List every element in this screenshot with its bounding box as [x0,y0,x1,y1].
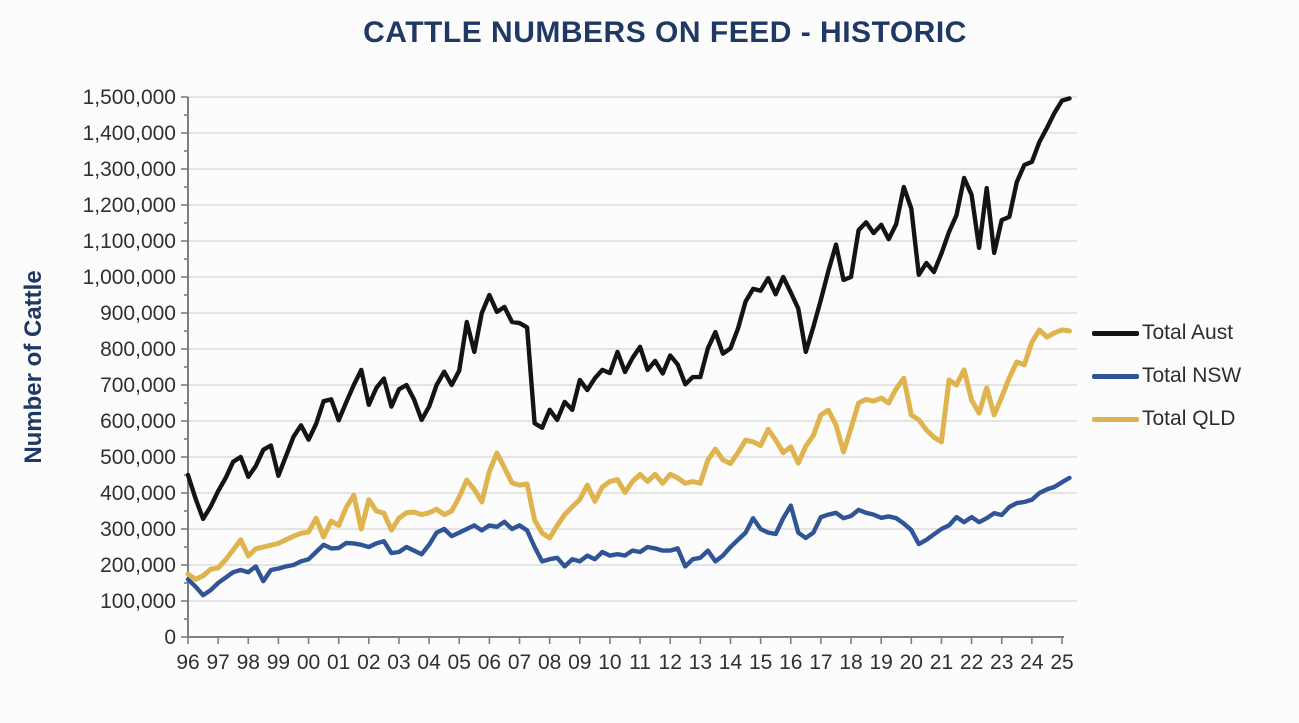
svg-text:07: 07 [508,651,531,674]
svg-text:14: 14 [719,651,743,674]
total-qld-line-swatch [1092,416,1139,422]
svg-text:19: 19 [869,651,892,674]
svg-text:700,000: 700,000 [100,374,176,397]
legend-label: Total NSW [1142,364,1242,387]
svg-text:13: 13 [689,651,712,674]
svg-text:01: 01 [327,651,350,674]
svg-text:22: 22 [960,651,983,674]
svg-text:500,000: 500,000 [100,446,176,469]
svg-text:20: 20 [900,651,923,674]
legend-label: Total QLD [1142,407,1236,430]
svg-text:99: 99 [267,651,290,674]
svg-text:10: 10 [598,651,621,674]
svg-text:97: 97 [206,651,229,674]
svg-text:17: 17 [809,651,832,674]
svg-text:600,000: 600,000 [100,410,176,433]
svg-text:96: 96 [176,651,199,674]
svg-text:05: 05 [448,651,471,674]
svg-text:800,000: 800,000 [100,338,176,361]
svg-text:100,000: 100,000 [100,590,176,613]
svg-text:16: 16 [779,651,802,674]
svg-text:00: 00 [297,651,320,674]
total-aust-line-swatch [1092,330,1139,336]
svg-text:1,100,000: 1,100,000 [83,230,176,253]
svg-text:21: 21 [930,651,953,674]
legend: Total Aust Total NSW Total QLD [1092,320,1241,449]
svg-text:04: 04 [417,651,441,674]
total-nsw-line-swatch [1092,373,1139,379]
svg-text:11: 11 [629,651,651,674]
svg-text:1,300,000: 1,300,000 [83,158,176,181]
chart-title: CATTLE NUMBERS ON FEED - HISTORIC [363,16,967,49]
svg-text:15: 15 [749,651,772,674]
svg-text:400,000: 400,000 [100,482,176,505]
legend-item-total-qld: Total QLD [1092,406,1241,432]
svg-text:300,000: 300,000 [100,518,176,541]
svg-text:08: 08 [538,651,561,674]
svg-text:18: 18 [839,651,862,674]
svg-text:09: 09 [568,651,591,674]
svg-text:200,000: 200,000 [100,554,176,577]
svg-text:900,000: 900,000 [100,302,176,325]
svg-text:12: 12 [659,651,682,674]
legend-item-total-aust: Total Aust [1092,320,1241,346]
legend-item-total-nsw: Total NSW [1092,363,1241,389]
svg-text:06: 06 [478,651,501,674]
svg-text:1,400,000: 1,400,000 [83,122,176,145]
svg-text:1,200,000: 1,200,000 [83,194,176,217]
svg-text:98: 98 [237,651,260,674]
svg-text:1,500,000: 1,500,000 [83,86,176,109]
svg-text:03: 03 [387,651,410,674]
svg-text:1,000,000: 1,000,000 [83,266,176,289]
svg-text:24: 24 [1020,651,1044,674]
svg-text:25: 25 [1050,651,1073,674]
svg-text:02: 02 [357,651,380,674]
svg-text:0: 0 [164,626,176,649]
svg-text:23: 23 [990,651,1013,674]
legend-label: Total Aust [1142,321,1234,344]
